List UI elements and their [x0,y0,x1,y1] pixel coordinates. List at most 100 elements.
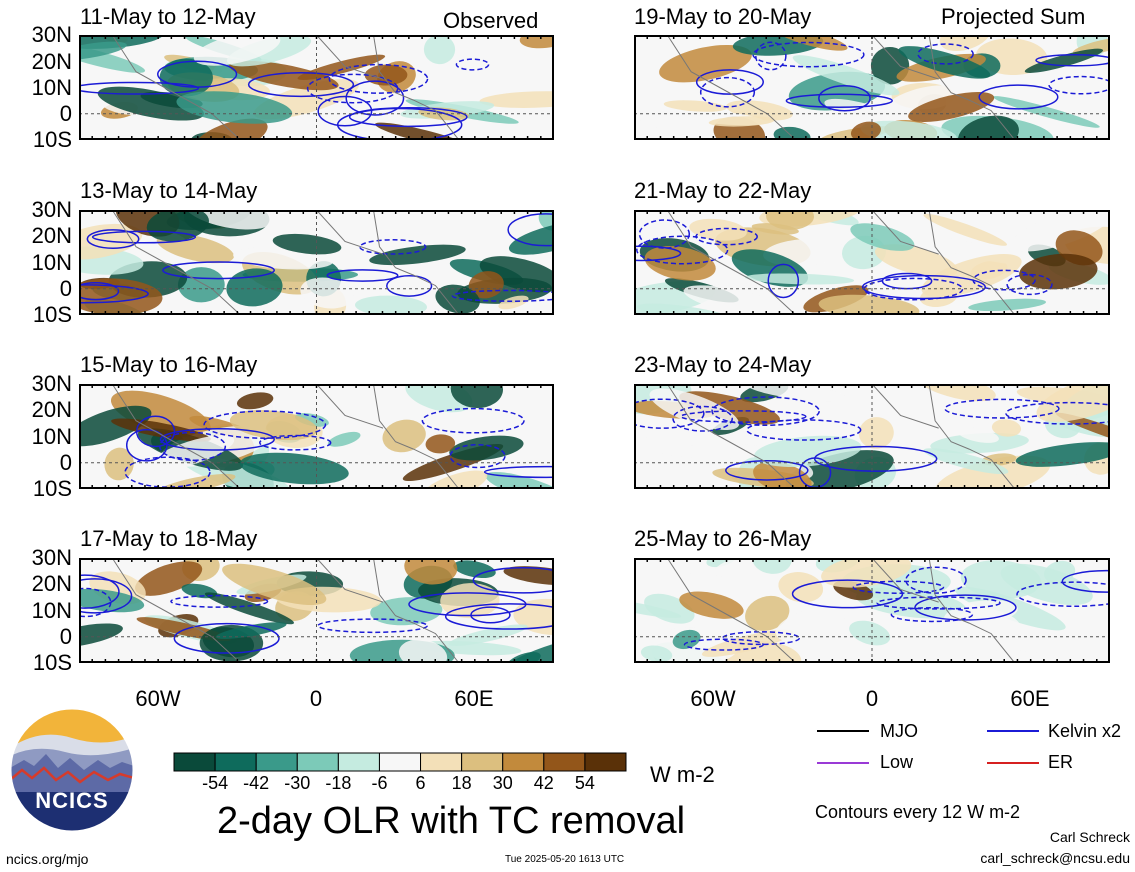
colorbar-tick-label: -54 [202,773,229,793]
kelvin-contour [79,574,120,609]
olr-anomaly-blob [689,218,747,241]
panel-title-left-4: 17-May to 18-May [80,526,258,551]
kelvin-contour [1061,569,1110,593]
footer-url[interactable]: ncics.org/mjo [6,851,89,867]
main-title: 2-day OLR with TC removal [217,800,686,842]
kelvin-contour [345,80,405,116]
olr-anomaly-blob [1015,442,1110,467]
y-tick-label: 10S [32,302,72,327]
coastline [111,210,460,315]
olr-anomaly-blob [146,210,209,242]
olr-anomaly-blob [176,91,293,124]
kelvin-contour [247,71,355,98]
olr-anomaly-blob [772,35,848,51]
colorbar-tick-label: -6 [371,773,388,793]
kelvin-contour [752,41,865,68]
olr-anomaly-blob [193,118,268,140]
colorbar-unit: W m-2 [650,762,715,787]
y-tick-label: 20N [31,571,72,596]
kelvin-contour [157,60,238,88]
colorbar-tick-label: 6 [415,773,426,793]
olr-anomaly-blob [519,35,554,49]
x-tick-label-right: 60E [1010,686,1050,711]
olr-anomaly-blob [744,273,855,285]
olr-anomaly-blob [79,41,127,61]
kelvin-contour [317,95,373,127]
panel-title-left-3: 15-May to 16-May [80,352,258,377]
colorbar-bin [461,752,504,772]
panel-title-right-3: 23-May to 24-May [634,352,812,377]
olr-anomaly-blob [111,418,211,442]
y-tick-label: 10S [32,127,72,152]
olr-anomaly-blob [745,595,790,631]
olr-anomaly-blob [236,392,274,410]
olr-anomaly-blob [918,384,996,402]
olr-map-right-3 [634,384,1110,489]
observed-label: Observed [443,8,539,33]
olr-anomaly-blob [930,432,1029,454]
kelvin-contour [746,419,862,441]
kelvin-contour [1006,273,1053,296]
olr-anomaly-blob [908,91,995,122]
kelvin-contour [881,272,933,290]
logo-text: NCICS [35,788,109,813]
panel-title-right-2: 21-May to 22-May [634,178,812,203]
olr-anomaly-blob [921,254,1022,298]
olr-anomaly-blob [754,435,862,468]
coastline [666,35,1016,140]
kelvin-contour [317,618,428,634]
kelvin-contour [695,69,764,95]
kelvin-contour [125,428,168,462]
kelvin-contour [972,269,1036,291]
olr-anomaly-blob [222,563,327,606]
olr-anomaly-blob [239,452,349,485]
kelvin-contour [917,43,974,65]
olr-anomaly-blob [746,384,847,402]
colorbar-tick-label: 30 [492,773,513,793]
kelvin-contour [721,631,801,646]
y-tick-label: 20N [31,223,72,248]
olr-anomaly-blob [640,645,673,663]
kelvin-contour [711,396,820,427]
olr-anomaly-blob [659,44,752,83]
colorbar-bin [378,752,422,772]
kelvin-contour [79,282,120,301]
kelvin-contour [79,578,133,614]
kelvin-contour [203,410,327,439]
colorbar-bin [337,752,380,772]
kelvin-contour [813,445,938,472]
olr-map-right-4 [634,558,1110,663]
kelvin-contour [905,566,967,594]
colorbar-tick-label: -42 [243,773,270,793]
kelvin-contour [483,465,554,479]
footer-timestamp: Tue 2025-05-20 1613 UTC [505,854,625,865]
colorbar-bin [173,752,216,772]
coastline [666,558,1016,663]
kelvin-contour [408,592,527,617]
legend-mjo-line [817,730,869,732]
kelvin-contour [767,263,800,299]
olr-map-left-2 [79,210,554,315]
footer-email[interactable]: carl_schreck@ncsu.edu [980,850,1130,866]
kelvin-contour [634,245,682,262]
y-tick-label: 10N [31,598,72,623]
kelvin-contour [79,81,200,95]
olr-anomaly-blob [370,597,443,626]
kelvin-contour [672,405,733,432]
y-tick-label: 10N [31,75,72,100]
y-tick-label: 10N [31,424,72,449]
footer-author: Carl Schreck [1049,829,1130,845]
olr-anomaly-blob [792,55,900,96]
contour-note: Contours every 12 W m-2 [815,802,1021,822]
olr-anomaly-blob [874,244,958,278]
kelvin-contour [91,230,197,244]
colorbar-bin [420,752,463,772]
kelvin-contour [1048,75,1110,95]
kelvin-contour [86,229,140,249]
olr-anomaly-blob [369,244,466,266]
olr-anomaly-blob [956,426,999,443]
olr-anomaly-blob [849,620,891,646]
coastline [666,210,1016,315]
colorbar-bin [584,752,627,772]
olr-anomaly-blob [513,598,554,636]
